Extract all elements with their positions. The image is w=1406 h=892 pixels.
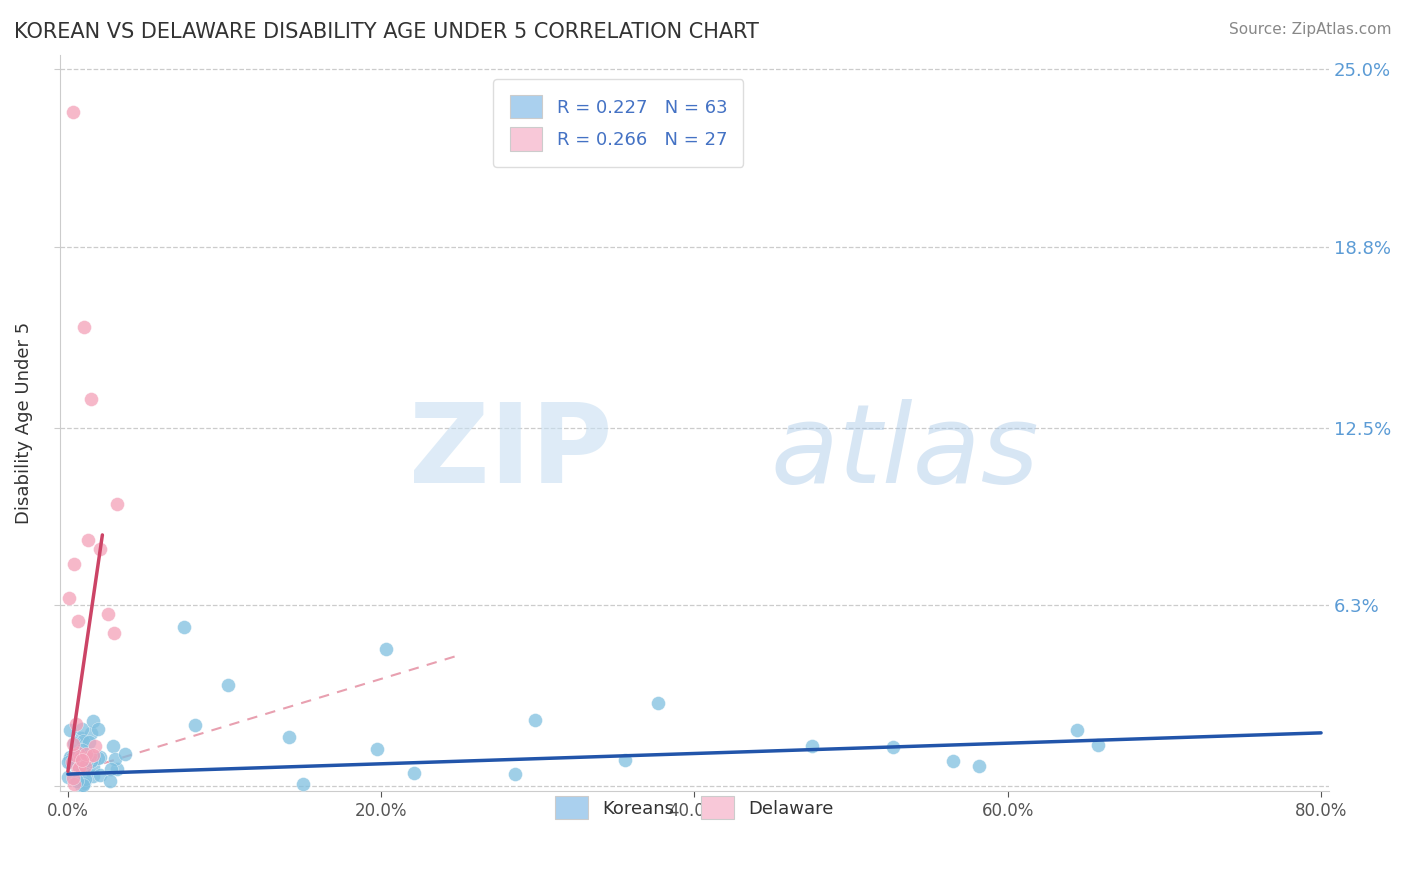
Point xyxy=(82,760,104,774)
Point xyxy=(70,743,93,757)
Point xyxy=(62,558,84,572)
Point xyxy=(1087,738,1109,752)
Point xyxy=(613,753,636,767)
Point xyxy=(67,762,90,776)
Point xyxy=(58,770,80,784)
Point xyxy=(72,776,94,790)
Point xyxy=(184,717,207,731)
Point xyxy=(1066,723,1088,738)
Point xyxy=(66,746,89,760)
Point xyxy=(62,105,84,120)
Point xyxy=(97,607,120,621)
Point xyxy=(73,756,96,771)
Point xyxy=(77,735,100,749)
Point xyxy=(58,723,80,737)
Point xyxy=(76,746,98,760)
Point xyxy=(70,754,93,768)
Point xyxy=(65,717,87,731)
Point xyxy=(80,392,103,406)
Point xyxy=(70,749,93,764)
Point xyxy=(83,752,105,766)
Point xyxy=(56,755,79,769)
Point xyxy=(80,726,103,740)
Point xyxy=(402,766,425,780)
Point xyxy=(87,751,110,765)
Point xyxy=(60,750,83,764)
Point xyxy=(801,739,824,753)
Point xyxy=(59,749,82,764)
Point xyxy=(98,773,121,788)
Point xyxy=(89,749,111,764)
Point xyxy=(374,642,396,657)
Y-axis label: Disability Age Under 5: Disability Age Under 5 xyxy=(15,322,32,524)
Point xyxy=(87,723,110,737)
Point xyxy=(89,541,111,556)
Point xyxy=(278,730,301,744)
Point xyxy=(104,752,127,766)
Point xyxy=(66,759,89,773)
Text: KOREAN VS DELAWARE DISABILITY AGE UNDER 5 CORRELATION CHART: KOREAN VS DELAWARE DISABILITY AGE UNDER … xyxy=(14,22,759,42)
Point xyxy=(967,758,990,772)
Point xyxy=(75,747,97,761)
Point xyxy=(66,615,89,629)
Point xyxy=(59,752,82,766)
Point xyxy=(72,733,94,747)
Point xyxy=(66,773,89,788)
Point xyxy=(76,533,98,548)
Point xyxy=(366,742,388,756)
Point xyxy=(105,497,128,511)
Point xyxy=(72,779,94,793)
Legend: Koreans, Delaware: Koreans, Delaware xyxy=(548,789,841,827)
Point xyxy=(75,759,97,773)
Point xyxy=(173,620,195,634)
Point xyxy=(105,762,128,776)
Point xyxy=(63,747,86,762)
Point xyxy=(69,731,91,746)
Text: ZIP: ZIP xyxy=(409,399,612,506)
Point xyxy=(647,696,669,710)
Point xyxy=(292,776,315,790)
Point xyxy=(73,760,96,774)
Point xyxy=(58,591,80,605)
Point xyxy=(62,776,84,790)
Text: atlas: atlas xyxy=(770,399,1039,506)
Point xyxy=(103,739,125,753)
Point xyxy=(217,678,239,692)
Point xyxy=(63,736,86,750)
Point xyxy=(82,714,104,728)
Point xyxy=(100,762,122,776)
Point xyxy=(69,751,91,765)
Point xyxy=(80,754,103,768)
Point xyxy=(503,767,526,781)
Point xyxy=(76,753,98,767)
Point xyxy=(67,761,90,775)
Point xyxy=(65,745,87,759)
Point xyxy=(941,754,963,768)
Point xyxy=(62,737,84,751)
Point xyxy=(114,747,136,761)
Point xyxy=(82,769,104,783)
Point xyxy=(882,739,904,754)
Point xyxy=(62,772,84,786)
Point xyxy=(66,745,89,759)
Point xyxy=(72,722,94,736)
Point xyxy=(60,755,83,769)
Point xyxy=(60,755,83,769)
Point xyxy=(66,761,89,775)
Point xyxy=(524,713,547,727)
Point xyxy=(82,748,104,763)
Point xyxy=(66,759,89,773)
Point xyxy=(89,768,111,782)
Point xyxy=(65,744,87,758)
Text: Source: ZipAtlas.com: Source: ZipAtlas.com xyxy=(1229,22,1392,37)
Point xyxy=(73,772,96,786)
Point xyxy=(79,749,101,764)
Point xyxy=(103,626,125,640)
Point xyxy=(72,320,94,334)
Point xyxy=(84,739,107,753)
Point xyxy=(70,778,93,792)
